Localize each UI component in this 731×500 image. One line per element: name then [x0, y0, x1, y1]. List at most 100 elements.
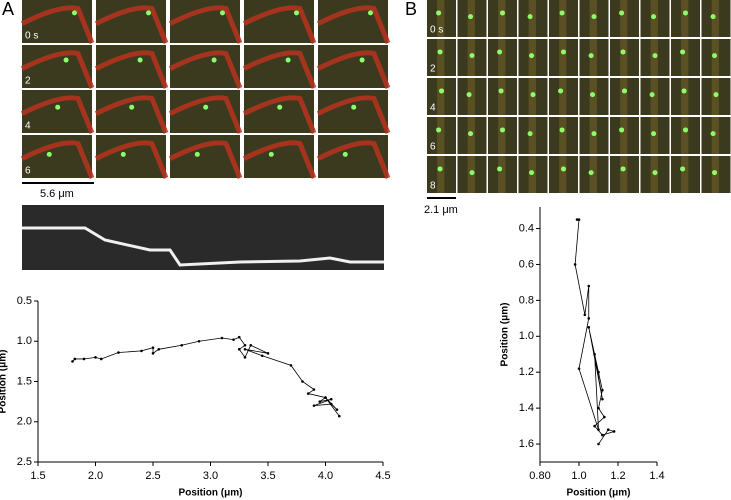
- kymograph-track: [22, 226, 384, 267]
- micrograph: [96, 0, 166, 43]
- spot: [620, 49, 626, 55]
- spot: [466, 92, 472, 98]
- x-tick-label: 4.0: [318, 470, 333, 482]
- spot: [468, 131, 474, 137]
- panel-label: A: [2, 0, 14, 19]
- micrograph: [170, 45, 240, 88]
- point: [232, 338, 235, 341]
- y-axis-label: Position (μm): [0, 350, 9, 414]
- micrograph: [244, 0, 314, 43]
- micrograph: [96, 90, 166, 133]
- spot: [620, 166, 626, 172]
- spot: [710, 131, 716, 137]
- point: [329, 397, 333, 401]
- micrograph: [318, 0, 388, 43]
- spot: [591, 14, 597, 20]
- filament: [681, 0, 689, 37]
- scale-bar-label: 2.1 μm: [424, 204, 458, 216]
- micrograph: [22, 135, 92, 178]
- y-tick-label: 0.4: [519, 222, 534, 234]
- point: [73, 357, 77, 361]
- point: [601, 433, 604, 437]
- micrograph: [22, 45, 92, 88]
- spot: [497, 166, 503, 172]
- spot: [652, 170, 658, 176]
- spot: [468, 14, 474, 20]
- filament: [242, 50, 317, 89]
- filament: [20, 5, 95, 44]
- spot: [561, 166, 566, 172]
- point: [306, 392, 310, 395]
- spot: [439, 88, 444, 94]
- point: [312, 388, 316, 391]
- filament: [437, 78, 445, 115]
- x-tick-label: 2.5: [145, 470, 160, 482]
- spot: [619, 127, 625, 133]
- time-label: 0 s: [25, 31, 38, 42]
- micrograph: [318, 90, 388, 133]
- filament: [242, 95, 317, 134]
- spot: [530, 92, 536, 98]
- filament: [711, 117, 719, 154]
- filament: [528, 117, 536, 154]
- spot: [683, 127, 688, 133]
- y-tick-label: 1.4: [519, 402, 534, 414]
- time-label: 4: [25, 121, 31, 132]
- filament: [620, 117, 628, 154]
- y-tick-label: 0.6: [519, 258, 534, 270]
- spot: [137, 57, 143, 63]
- filament: [94, 140, 169, 179]
- filament: [467, 78, 475, 115]
- filament: [589, 156, 597, 193]
- point: [603, 415, 606, 419]
- filament: [168, 50, 243, 89]
- point: [220, 336, 224, 340]
- point: [82, 357, 86, 361]
- filament: [316, 5, 391, 44]
- point: [324, 396, 327, 399]
- time-label: 2: [430, 64, 436, 75]
- filament: [559, 0, 567, 37]
- point: [606, 428, 610, 431]
- spot: [285, 57, 291, 63]
- micrograph: [244, 135, 314, 178]
- spot: [498, 88, 504, 94]
- spot: [680, 166, 686, 172]
- spot: [277, 104, 283, 110]
- spot: [619, 10, 625, 16]
- spot: [712, 170, 718, 176]
- point: [99, 357, 103, 361]
- x-tick-label: 2.0: [88, 470, 103, 482]
- spot: [268, 151, 274, 157]
- filament: [316, 50, 391, 89]
- spot: [436, 10, 442, 16]
- filament: [168, 5, 243, 44]
- filament: [620, 39, 628, 76]
- spot: [710, 14, 716, 20]
- point: [289, 364, 293, 367]
- point: [593, 424, 596, 428]
- filament: [20, 140, 95, 179]
- filament: [498, 39, 506, 76]
- spot: [500, 10, 505, 16]
- micrograph: [318, 135, 388, 178]
- spot: [683, 10, 688, 16]
- spot: [651, 131, 657, 137]
- micrograph: [96, 135, 166, 178]
- kymograph: [22, 205, 384, 270]
- point: [237, 335, 241, 339]
- filament: [168, 95, 243, 134]
- filament: [94, 50, 169, 89]
- spot: [469, 170, 475, 176]
- filament: [528, 0, 536, 37]
- x-tick-label: 4.5: [375, 470, 390, 482]
- filament: [20, 95, 95, 134]
- point: [338, 414, 341, 418]
- spot: [469, 53, 475, 59]
- filament: [681, 117, 689, 154]
- point: [243, 356, 247, 359]
- point: [266, 352, 270, 355]
- spot: [500, 127, 505, 133]
- filament: [498, 156, 506, 193]
- time-label: 6: [430, 142, 436, 153]
